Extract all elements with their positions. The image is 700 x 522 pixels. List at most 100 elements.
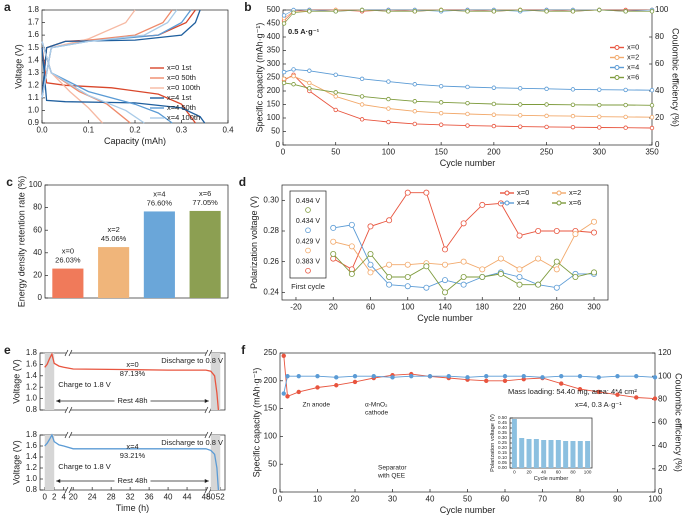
diagram-label: Separator: [378, 465, 407, 472]
axis-break-gap: [66, 433, 71, 437]
data-point: [623, 9, 628, 14]
y-tick-label: 350: [267, 46, 281, 55]
bar-value-label: 26.03%: [55, 256, 81, 265]
data-point: [502, 373, 508, 379]
panel-letter: d: [239, 175, 246, 189]
axis-break: [204, 406, 209, 414]
axis-break: [208, 431, 213, 439]
data-point: [307, 9, 312, 14]
y-tick-label: 0.8: [26, 405, 38, 414]
y-tick-label: 0.24: [263, 287, 279, 296]
x-tick-label: 0.0: [36, 125, 48, 134]
data-point: [281, 80, 287, 86]
bar: [585, 441, 591, 468]
diagram-label: Zn anode: [303, 402, 331, 409]
data-point: [348, 243, 355, 250]
x-tick-label: 20: [329, 302, 338, 311]
y-tick-label: 500: [267, 5, 281, 14]
data-line: [283, 9, 652, 24]
x-tick-label: 2: [52, 492, 57, 501]
data-point: [359, 7, 365, 13]
bar: [548, 440, 554, 468]
data-point: [386, 273, 393, 280]
data-point: [307, 68, 312, 73]
data-point: [291, 67, 296, 72]
y2-tick-label: 20: [655, 113, 664, 122]
bar: [555, 440, 561, 468]
y-tick-label: 150: [264, 404, 278, 413]
x-tick-label: 44: [183, 492, 192, 501]
data-point: [367, 223, 374, 230]
x-tick-label: 60: [366, 302, 375, 311]
x-tick-label: 150: [434, 147, 448, 156]
bar: [519, 438, 525, 468]
x-tick-label: 140: [438, 302, 452, 311]
data-point: [479, 273, 486, 280]
legend-marker: [504, 200, 510, 206]
y-tick-label: 1.2: [26, 463, 38, 472]
y2-tick-label: 40: [655, 86, 664, 95]
bar-value-label: 77.05%: [192, 198, 218, 207]
x-tick-label: 0: [43, 492, 48, 501]
data-point: [597, 114, 602, 119]
panel-letter: b: [244, 0, 251, 14]
data-point: [367, 250, 374, 257]
annotation: x=4, 0.3 A·g⁻¹: [575, 400, 622, 409]
y-tick-label: 50: [268, 459, 277, 468]
plot-frame: [39, 352, 226, 411]
x-tick-label: 10: [313, 494, 322, 503]
y-tick-label: 0.15: [498, 450, 507, 455]
data-point: [367, 269, 374, 276]
data-point: [291, 10, 296, 15]
first-cycle-point: [305, 227, 311, 234]
y-tick-label: 1.4: [28, 55, 40, 64]
x-tick-label: 350: [645, 147, 659, 156]
y-tick-label: 1.8: [26, 430, 38, 439]
data-point: [438, 7, 444, 13]
data-point: [330, 238, 337, 245]
data-point: [386, 9, 391, 14]
data-point: [460, 281, 467, 288]
data-point: [352, 379, 358, 385]
x-tick-label: 260: [550, 302, 564, 311]
data-point: [438, 110, 444, 116]
data-point: [441, 289, 448, 296]
data-point: [367, 261, 374, 268]
data-point: [553, 227, 560, 234]
data-point: [491, 112, 497, 117]
y-tick-label: 100: [264, 432, 278, 441]
data-point: [465, 375, 470, 380]
data-point: [281, 69, 287, 75]
legend-label: x=0 1st: [167, 63, 192, 72]
data-point: [516, 232, 523, 239]
bar: [570, 441, 576, 468]
data-point: [652, 375, 658, 380]
legend-label: x=2: [627, 52, 639, 61]
y-tick-label: 1.5: [28, 43, 40, 52]
x-tick-label: 0.1: [83, 125, 95, 134]
legend-label: x=4: [517, 198, 529, 207]
data-point: [518, 7, 523, 13]
axis-break: [204, 486, 209, 494]
bar: [563, 441, 569, 468]
data-point: [572, 231, 579, 238]
x-tick-label: 50: [331, 147, 340, 156]
x-axis-label: Cycle number: [534, 476, 569, 482]
data-line: [44, 433, 220, 491]
retention-label: 93.21%: [120, 451, 146, 460]
panel-letter: f: [241, 343, 246, 357]
axis-break: [204, 349, 209, 357]
bar: [98, 247, 130, 298]
data-point: [386, 261, 393, 268]
discharge-note: Discharge to 0.8 V: [161, 356, 223, 365]
data-point: [597, 7, 602, 13]
axis-break: [64, 431, 69, 439]
data-line: [283, 74, 653, 129]
y-tick-label: 400: [267, 32, 281, 41]
first-cycle-label: 0.429 V: [296, 238, 320, 245]
x-tick-label: 220: [513, 302, 527, 311]
bar: [511, 419, 517, 468]
legend-label: x=2: [569, 188, 581, 197]
data-point: [352, 373, 358, 379]
axis-break: [64, 406, 69, 414]
